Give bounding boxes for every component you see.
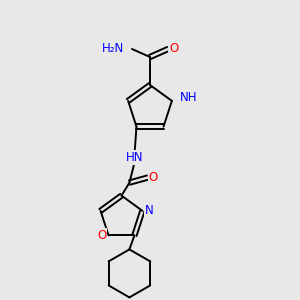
Text: NH: NH (180, 92, 197, 104)
Text: N: N (145, 204, 154, 217)
Text: O: O (97, 229, 106, 242)
Text: H₂N: H₂N (102, 43, 124, 56)
Text: O: O (169, 43, 178, 56)
Text: HN: HN (126, 151, 143, 164)
Text: O: O (149, 171, 158, 184)
